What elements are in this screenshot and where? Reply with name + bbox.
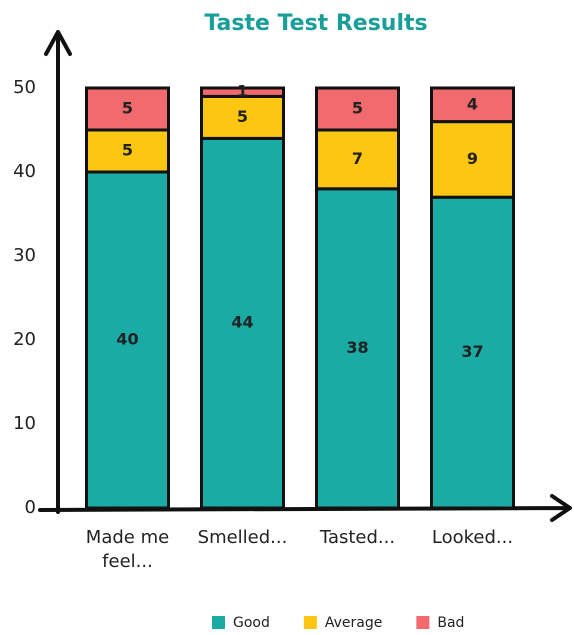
- data-label: 44: [231, 313, 253, 332]
- data-label: 40: [116, 330, 138, 349]
- bar-segment: [430, 195, 515, 510]
- data-label: 37: [461, 342, 483, 361]
- bar-segment: [85, 170, 170, 510]
- y-tick-label: 40: [13, 161, 36, 182]
- x-tick-label: Made me feel...: [85, 527, 170, 572]
- x-tick-label: Smelled...: [197, 527, 288, 548]
- x-tick-label: Tasted...: [319, 527, 396, 548]
- y-tick-label: 20: [13, 329, 36, 350]
- data-label: 1: [237, 82, 248, 101]
- data-label: 7: [352, 149, 363, 168]
- bar-segment: [85, 128, 170, 174]
- legend-label: Average: [325, 615, 383, 631]
- legend-label: Good: [233, 615, 270, 631]
- legend-label: Bad: [437, 615, 464, 631]
- bar-segment: [315, 187, 400, 510]
- legend-swatch: [212, 616, 225, 629]
- bar-segment: [315, 86, 400, 132]
- data-label: 5: [122, 99, 133, 118]
- y-tick-label: 10: [13, 413, 36, 434]
- bar-segment: [85, 86, 170, 132]
- bar-segment: [200, 136, 285, 510]
- bar-segment: [430, 120, 515, 199]
- data-label: 4: [467, 94, 478, 113]
- x-tick-label: Looked...: [431, 527, 514, 548]
- data-label: 5: [237, 107, 248, 126]
- bar-segment: [430, 86, 515, 124]
- data-label: 38: [346, 338, 368, 357]
- legend-swatch: [416, 616, 430, 629]
- data-label: 5: [352, 99, 363, 118]
- data-label: 9: [467, 149, 478, 168]
- y-tick-label: 30: [13, 245, 36, 266]
- bar-segment: [200, 86, 285, 98]
- y-tick-label: 0: [25, 497, 36, 518]
- data-label: 5: [122, 141, 133, 160]
- legend-swatch: [303, 616, 317, 629]
- chart-title: Taste Test Results: [204, 11, 427, 36]
- y-axis: [44, 30, 72, 514]
- y-tick-label: 50: [13, 77, 36, 98]
